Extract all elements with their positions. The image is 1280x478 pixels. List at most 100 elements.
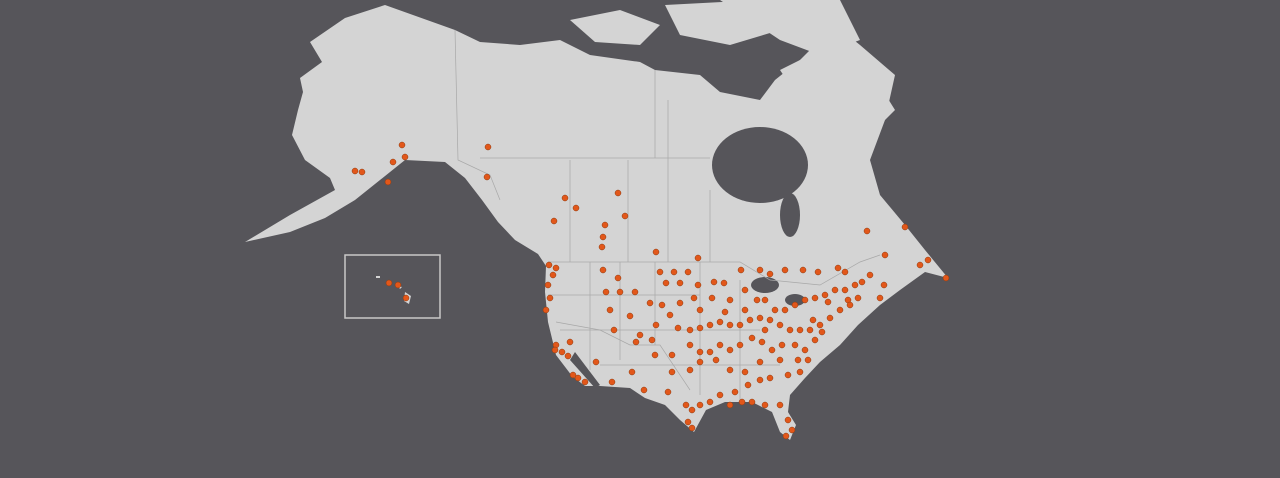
location-marker[interactable] [549,271,557,279]
location-marker[interactable] [636,331,644,339]
location-marker[interactable] [696,401,704,409]
location-marker[interactable] [646,299,654,307]
location-marker[interactable] [664,388,672,396]
location-marker[interactable] [621,212,629,220]
location-marker[interactable] [756,358,764,366]
location-marker[interactable] [616,288,624,296]
location-marker[interactable] [784,371,792,379]
location-marker[interactable] [706,348,714,356]
location-marker[interactable] [846,301,854,309]
location-marker[interactable] [741,286,749,294]
location-marker[interactable] [841,286,849,294]
location-marker[interactable] [806,326,814,334]
location-marker[interactable] [564,352,572,360]
location-marker[interactable] [756,266,764,274]
location-marker[interactable] [614,274,622,282]
location-marker[interactable] [778,341,786,349]
location-marker[interactable] [601,221,609,229]
location-marker[interactable] [781,306,789,314]
location-marker[interactable] [696,306,704,314]
location-marker[interactable] [686,341,694,349]
location-marker[interactable] [351,167,359,175]
location-marker[interactable] [814,268,822,276]
location-marker[interactable] [716,391,724,399]
location-marker[interactable] [818,328,826,336]
location-marker[interactable] [384,178,392,186]
location-marker[interactable] [766,270,774,278]
location-marker[interactable] [542,306,550,314]
location-marker[interactable] [816,321,824,329]
location-marker[interactable] [761,296,769,304]
location-marker[interactable] [670,268,678,276]
location-marker[interactable] [656,268,664,276]
location-marker[interactable] [684,268,692,276]
location-marker[interactable] [841,268,849,276]
location-marker[interactable] [640,386,648,394]
location-marker[interactable] [748,334,756,342]
location-marker[interactable] [858,278,866,286]
location-marker[interactable] [801,296,809,304]
location-marker[interactable] [776,356,784,364]
location-marker[interactable] [766,374,774,382]
location-marker[interactable] [651,351,659,359]
location-marker[interactable] [696,358,704,366]
location-marker[interactable] [389,158,397,166]
location-marker[interactable] [821,291,829,299]
location-marker[interactable] [712,356,720,364]
location-marker[interactable] [716,341,724,349]
location-marker[interactable] [581,378,589,386]
location-marker[interactable] [782,432,790,440]
location-marker[interactable] [744,381,752,389]
location-marker[interactable] [566,338,574,346]
location-marker[interactable] [668,351,676,359]
location-marker[interactable] [736,321,744,329]
location-marker[interactable] [876,294,884,302]
location-marker[interactable] [731,388,739,396]
location-marker[interactable] [628,368,636,376]
location-marker[interactable] [741,306,749,314]
location-marker[interactable] [572,204,580,212]
location-marker[interactable] [608,378,616,386]
location-marker[interactable] [401,153,409,161]
location-marker[interactable] [592,358,600,366]
location-marker[interactable] [676,299,684,307]
location-marker[interactable] [706,398,714,406]
location-marker[interactable] [358,168,366,176]
location-marker[interactable] [784,416,792,424]
location-marker[interactable] [610,326,618,334]
location-marker[interactable] [690,294,698,302]
location-marker[interactable] [726,296,734,304]
location-marker[interactable] [544,281,552,289]
location-marker[interactable] [781,266,789,274]
location-marker[interactable] [394,281,402,289]
location-marker[interactable] [726,346,734,354]
location-marker[interactable] [791,341,799,349]
location-marker[interactable] [658,301,666,309]
location-marker[interactable] [648,336,656,344]
location-marker[interactable] [826,314,834,322]
location-marker[interactable] [666,311,674,319]
location-marker[interactable] [801,346,809,354]
location-marker[interactable] [746,316,754,324]
location-marker[interactable] [721,308,729,316]
location-marker[interactable] [776,321,784,329]
location-marker[interactable] [694,254,702,262]
location-marker[interactable] [599,233,607,241]
location-marker[interactable] [710,278,718,286]
location-marker[interactable] [836,306,844,314]
location-marker[interactable] [737,266,745,274]
location-marker[interactable] [811,336,819,344]
location-marker[interactable] [545,261,553,269]
location-marker[interactable] [756,376,764,384]
location-marker[interactable] [708,294,716,302]
location-marker[interactable] [738,398,746,406]
location-marker[interactable] [761,401,769,409]
location-marker[interactable] [768,346,776,354]
location-marker[interactable] [614,189,622,197]
location-marker[interactable] [756,314,764,322]
location-marker[interactable] [863,227,871,235]
location-marker[interactable] [599,266,607,274]
location-marker[interactable] [796,326,804,334]
location-marker[interactable] [561,194,569,202]
